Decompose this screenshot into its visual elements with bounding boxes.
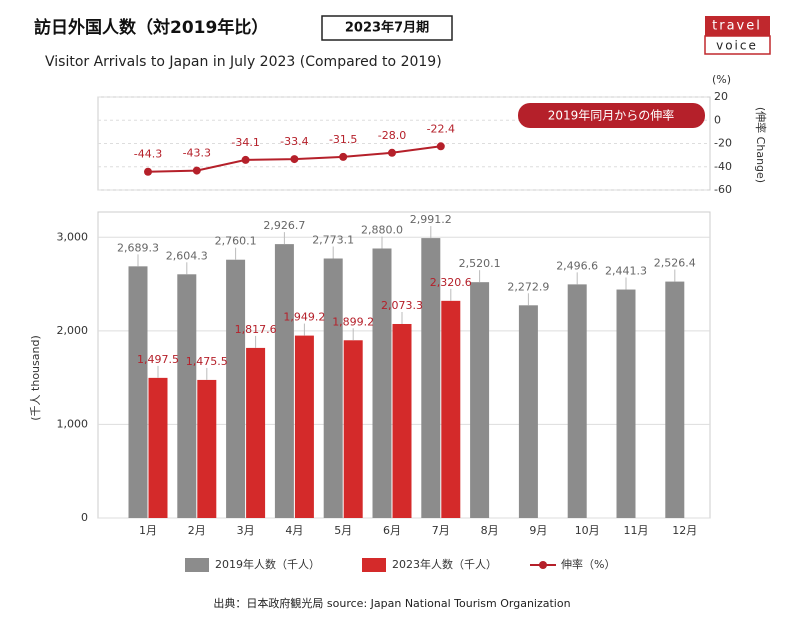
legend-swatch bbox=[362, 558, 386, 572]
bar bbox=[323, 258, 343, 518]
value-label: -28.0 bbox=[378, 129, 406, 142]
line-point bbox=[436, 142, 445, 151]
subtitle: Visitor Arrivals to Japan in July 2023 (… bbox=[45, 54, 442, 70]
bar bbox=[518, 305, 538, 518]
x-tick-label: 8月 bbox=[481, 524, 499, 537]
annotation: 2019年同月からの伸率 bbox=[548, 108, 675, 123]
y2-tick-label: 20 bbox=[714, 90, 728, 103]
x-tick-label: 5月 bbox=[334, 524, 352, 537]
x-tick-label: 4月 bbox=[285, 524, 303, 537]
value-label: 1,899.2 bbox=[332, 315, 374, 328]
y-tick-label: 3,000 bbox=[57, 230, 89, 243]
bar bbox=[567, 284, 587, 518]
x-tick-label: 12月 bbox=[672, 524, 697, 537]
value-label: 2,991.2 bbox=[410, 213, 452, 226]
value-label: -43.3 bbox=[183, 147, 211, 160]
value-label: -31.5 bbox=[329, 133, 357, 146]
bar bbox=[128, 266, 148, 518]
value-label: 2,520.1 bbox=[459, 257, 501, 270]
value-label: 2,320.6 bbox=[430, 276, 472, 289]
y-axis-label: (千人 thousand) bbox=[29, 335, 42, 421]
value-label: 2,441.3 bbox=[605, 265, 647, 278]
y2-axis-label: (伸率 Change) bbox=[754, 107, 768, 183]
legend-marker bbox=[539, 561, 547, 569]
bar bbox=[177, 274, 197, 518]
line-point bbox=[388, 148, 396, 157]
legend-swatch bbox=[185, 558, 209, 572]
logo-text: voice bbox=[716, 39, 758, 53]
value-label: 2,773.1 bbox=[312, 233, 354, 246]
value-label: 2,880.0 bbox=[361, 223, 403, 236]
x-tick-label: 6月 bbox=[383, 524, 401, 537]
x-tick-label: 7月 bbox=[432, 524, 450, 537]
source: 出典：日本政府観光局 source: Japan National Touris… bbox=[213, 596, 570, 610]
logo-top bbox=[705, 16, 770, 36]
y2-tick-label: -40 bbox=[714, 160, 732, 173]
logo-text: travel bbox=[712, 19, 762, 34]
x-tick-label: 3月 bbox=[237, 524, 255, 537]
value-label: 2,604.3 bbox=[166, 249, 208, 262]
value-label: 2,526.4 bbox=[654, 257, 696, 270]
bar bbox=[246, 347, 266, 518]
value-label: 1,497.5 bbox=[137, 353, 179, 366]
line-point bbox=[144, 167, 152, 176]
y-tick-label: 1,000 bbox=[57, 417, 89, 430]
x-tick-label: 11月 bbox=[624, 524, 649, 537]
value-label: 2,689.3 bbox=[117, 241, 159, 254]
bar bbox=[343, 340, 363, 518]
bar bbox=[226, 259, 246, 518]
x-tick-label: 10月 bbox=[575, 524, 600, 537]
bar bbox=[274, 244, 294, 519]
value-label: -34.1 bbox=[231, 136, 259, 149]
bar bbox=[148, 377, 168, 518]
bar bbox=[665, 281, 685, 518]
legend-label: 2023年人数（千人） bbox=[392, 557, 497, 571]
bar bbox=[392, 323, 412, 518]
line-point bbox=[339, 152, 348, 161]
annotation-box bbox=[518, 103, 705, 128]
value-label: 2,760.1 bbox=[215, 235, 257, 248]
line-point bbox=[192, 166, 201, 175]
line-point bbox=[290, 155, 299, 164]
y-tick-label: 0 bbox=[81, 511, 88, 524]
x-tick-label: 9月 bbox=[529, 524, 547, 537]
bar bbox=[372, 248, 392, 518]
value-label: 1,949.2 bbox=[283, 311, 325, 324]
value-label: 2,272.9 bbox=[507, 280, 549, 293]
y2-tick-label: -20 bbox=[714, 137, 732, 150]
bar bbox=[294, 335, 314, 518]
bar bbox=[441, 300, 461, 518]
value-label: 2,926.7 bbox=[263, 219, 305, 232]
value-label: -33.4 bbox=[280, 135, 308, 148]
legend-label: 2019年人数（千人） bbox=[215, 557, 320, 571]
value-label: 2,496.6 bbox=[556, 259, 598, 272]
value-label: 1,817.6 bbox=[235, 323, 277, 336]
bar bbox=[197, 379, 217, 518]
legend-label: 伸率（%） bbox=[561, 557, 615, 571]
bar bbox=[470, 282, 490, 518]
badge-box bbox=[321, 15, 453, 41]
x-tick-label: 2月 bbox=[188, 524, 206, 537]
logo-bottom bbox=[704, 35, 771, 55]
y2-unit: (%) bbox=[712, 73, 731, 86]
bar bbox=[616, 289, 636, 518]
bar bbox=[421, 238, 441, 518]
title: 訪日外国人数（対2019年比） bbox=[34, 17, 268, 38]
y2-tick-label: -60 bbox=[714, 183, 732, 196]
x-tick-label: 1月 bbox=[139, 524, 157, 537]
value-label: -22.4 bbox=[427, 122, 455, 135]
y-tick-label: 2,000 bbox=[57, 324, 89, 337]
value-label: 1,475.5 bbox=[186, 355, 228, 368]
value-label: -44.3 bbox=[134, 148, 162, 161]
y2-tick-label: 0 bbox=[714, 113, 721, 126]
line-point bbox=[241, 155, 250, 164]
badge: 2023年7月期 bbox=[345, 20, 429, 36]
value-label: 2,073.3 bbox=[381, 299, 423, 312]
